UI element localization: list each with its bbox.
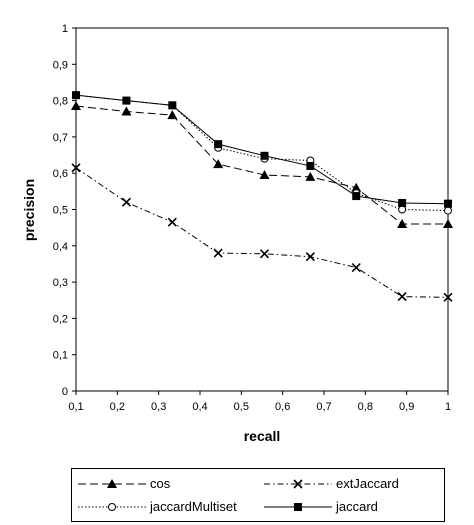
point-jaccard (398, 198, 407, 207)
series-layer (71, 91, 453, 302)
point-cos (305, 171, 316, 181)
point-jaccard (214, 140, 223, 149)
x-axis-ticks: 0,1 0,2 0,3 0,4 0,5 0,6 0,7 0,8 0,9 1 (68, 391, 451, 413)
y-tick-label: 0,2 (53, 313, 68, 325)
x-tick-label: 0,7 (316, 401, 331, 413)
point-jaccard (72, 91, 80, 100)
legend-swatch-extjaccard (264, 479, 332, 489)
x-tick-label: 0,4 (192, 401, 207, 413)
triangle-marker-icon (107, 479, 117, 488)
x-axis-label: recall (244, 428, 281, 444)
y-tick-label: 0,4 (53, 241, 68, 253)
y-tick-label: 0,7 (53, 132, 68, 144)
legend-item-cos: cos (76, 473, 256, 495)
plot-frame (75, 27, 449, 392)
precision-recall-chart: 00,10,20,30,40,50,60,70,80,91 0,1 0,2 0,3 0… (21, 23, 453, 444)
y-tick-label: 0,5 (53, 205, 68, 217)
point-jaccard (306, 161, 315, 170)
legend-swatch-jaccardmultiset (78, 503, 146, 511)
point-cos (397, 219, 408, 229)
point-jaccard (444, 199, 452, 208)
x-tick-label: 0,5 (234, 401, 249, 413)
series-line-extjaccard (75, 167, 449, 298)
x-tick-label: 0,9 (399, 401, 414, 413)
legend-item-jaccardmultiset: jaccardMultiset (76, 496, 256, 518)
y-tick-label: 0,6 (53, 168, 68, 180)
y-tick-label: 0,8 (53, 96, 68, 108)
series-line-jaccard (75, 94, 449, 205)
point-extjaccard (443, 292, 453, 302)
point-cos (167, 110, 178, 120)
y-axis-ticks: 0 0,1 0,2 0,3 0,4 0,5 0,6 0,7 0,8 0,9 1 (53, 23, 76, 398)
legend-item-extjaccard: extJaccard (262, 473, 442, 495)
point-extjaccard (167, 217, 177, 227)
y-tick-label: 0,3 (53, 277, 68, 289)
y-tick-label: 0,1 (53, 350, 68, 362)
legend-swatch-cos (78, 479, 146, 488)
point-jaccardmultiset (444, 206, 452, 215)
x-tick-label: 0,1 (68, 401, 83, 413)
point-extjaccard (351, 263, 361, 273)
x-tick-label: 0,3 (151, 401, 166, 413)
point-jaccard (260, 151, 269, 160)
point-extjaccard (259, 249, 270, 259)
point-extjaccard (397, 292, 407, 302)
y-tick-label: 0 (62, 386, 68, 398)
point-cos (121, 106, 132, 116)
circle-marker-icon (108, 503, 116, 511)
point-jaccard (122, 96, 131, 105)
point-cos (213, 159, 224, 169)
legend-item-jaccard: jaccard (262, 496, 442, 518)
legend-label-jaccardmultiset: jaccardMultiset (150, 499, 237, 514)
point-cos (259, 170, 270, 180)
x-tick-label: 0,6 (275, 401, 290, 413)
point-jaccardmultiset (398, 205, 407, 214)
point-cos (351, 182, 362, 192)
legend-label-jaccard: jaccard (336, 499, 378, 514)
point-extjaccard (213, 248, 223, 258)
point-cos (71, 101, 81, 111)
point-extjaccard (71, 163, 81, 173)
x-tick-label: 1 (445, 401, 451, 413)
legend-label-cos: cos (150, 476, 171, 491)
point-jaccard (352, 192, 361, 201)
x-tick-label: 0,2 (110, 401, 125, 413)
square-marker-icon (294, 503, 302, 511)
y-axis-label: precision (21, 179, 37, 241)
y-tick-label: 1 (62, 23, 68, 35)
y-tick-label: 0,9 (53, 59, 68, 71)
point-extjaccard (305, 252, 315, 262)
point-extjaccard (121, 197, 131, 207)
cross-marker-icon (293, 479, 303, 489)
legend-label-extjaccard: extJaccard (336, 476, 399, 491)
point-jaccard (168, 101, 177, 110)
x-tick-label: 0,8 (358, 401, 373, 413)
chart-legend: cos extJaccard jaccardMultiset jaccard (71, 468, 445, 522)
point-cos (443, 219, 453, 229)
legend-swatch-jaccard (264, 503, 332, 511)
